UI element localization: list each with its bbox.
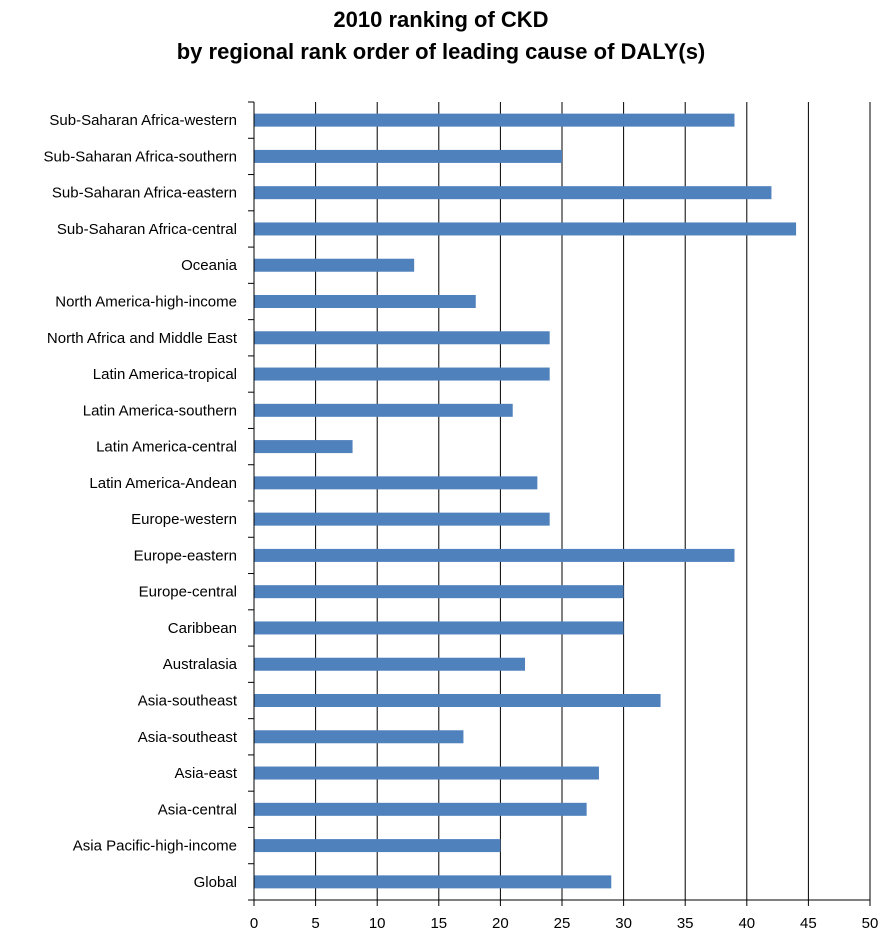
bar bbox=[254, 186, 772, 200]
category-label: Latin America-tropical bbox=[93, 366, 237, 383]
bar bbox=[254, 222, 797, 236]
category-label: Australasia bbox=[163, 656, 238, 673]
x-tick-label: 45 bbox=[800, 915, 817, 932]
bar bbox=[254, 839, 501, 853]
bar bbox=[254, 258, 415, 272]
x-tick-label: 25 bbox=[554, 915, 571, 932]
category-label: North America-high-income bbox=[55, 294, 237, 311]
bar bbox=[254, 295, 476, 308]
bar bbox=[254, 113, 735, 127]
bar bbox=[254, 730, 464, 744]
chart-title-line-2: by regional rank order of leading cause … bbox=[176, 39, 706, 64]
bar bbox=[254, 367, 550, 381]
category-label: Asia Pacific-high-income bbox=[73, 838, 237, 855]
category-label: Asia-central bbox=[158, 801, 237, 818]
category-label: Sub-Saharan Africa-eastern bbox=[52, 185, 237, 202]
x-tick-label: 40 bbox=[738, 915, 755, 932]
bar bbox=[254, 403, 513, 417]
category-label: Latin America-central bbox=[96, 439, 237, 456]
category-label: Europe-eastern bbox=[134, 547, 237, 564]
category-label: Asia-southeast bbox=[138, 693, 238, 710]
category-label: Latin America-southern bbox=[83, 402, 237, 419]
x-tick-label: 20 bbox=[492, 915, 509, 932]
bar bbox=[254, 585, 624, 599]
bar bbox=[254, 512, 550, 526]
chart-title-line-1: 2010 ranking of CKD bbox=[333, 7, 549, 32]
chart-title: 2010 ranking of CKD by regional rank ord… bbox=[0, 4, 882, 68]
bar bbox=[254, 621, 624, 635]
category-label: Sub-Saharan Africa-western bbox=[49, 112, 237, 129]
category-label: Sub-Saharan Africa-central bbox=[57, 221, 237, 238]
x-tick-label: 30 bbox=[615, 915, 632, 932]
bar bbox=[254, 476, 538, 490]
bar bbox=[254, 802, 587, 816]
category-label: Global bbox=[194, 874, 237, 891]
x-tick-label: 0 bbox=[250, 915, 258, 932]
axes bbox=[248, 101, 871, 906]
category-label: Sub-Saharan Africa-southern bbox=[44, 148, 237, 165]
category-labels: Sub-Saharan Africa-western Sub-Saharan Af… bbox=[44, 112, 238, 891]
bars bbox=[254, 113, 797, 889]
category-label: Latin America-Andean bbox=[89, 475, 237, 492]
category-label: Europe-central bbox=[139, 584, 237, 601]
x-tick-label: 35 bbox=[677, 915, 694, 932]
x-tick-label: 5 bbox=[311, 915, 319, 932]
gridlines bbox=[315, 102, 871, 900]
bar bbox=[254, 331, 550, 345]
category-label: Asia-east bbox=[174, 765, 237, 782]
bar bbox=[254, 694, 661, 707]
category-label: Oceania bbox=[181, 257, 238, 274]
category-label: Europe-western bbox=[131, 511, 237, 528]
bar bbox=[254, 766, 599, 780]
x-tick-label: 10 bbox=[369, 915, 386, 932]
bar bbox=[254, 875, 612, 889]
category-label: North Africa and Middle East bbox=[47, 330, 238, 347]
bar bbox=[254, 149, 562, 163]
bar bbox=[254, 548, 735, 562]
x-tick-label: 15 bbox=[430, 915, 447, 932]
tick-labels: 0 5 10 15 20 25 30 35 40 45 50 bbox=[250, 915, 879, 932]
x-tick-label: 50 bbox=[862, 915, 879, 932]
bar bbox=[254, 657, 526, 671]
bar bbox=[254, 440, 353, 454]
category-label: Asia-southeast bbox=[138, 729, 238, 746]
category-label: Caribbean bbox=[168, 620, 237, 637]
